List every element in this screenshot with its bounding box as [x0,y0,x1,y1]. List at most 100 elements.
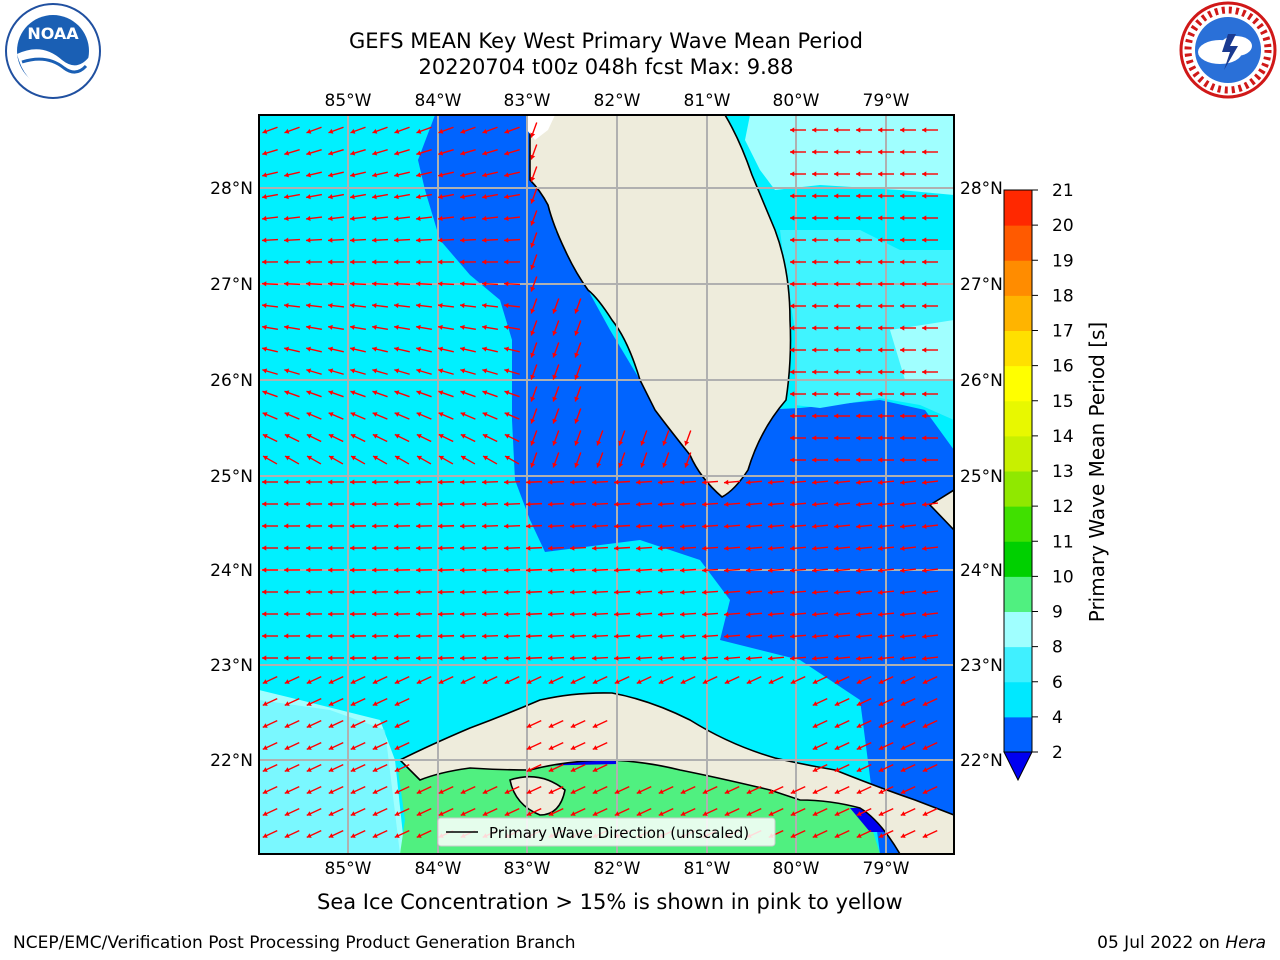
wave-arrow-head [482,324,487,330]
wave-arrow-head [372,655,377,661]
wave-arrow-head [328,172,333,178]
wave-arrow-head [372,789,378,794]
lon-tick-top: 80°W [773,91,820,111]
wave-arrow-head [306,633,311,639]
wave-arrow-head [834,171,839,177]
wave-arrow-head [284,479,289,485]
wave-arrow-head [790,679,796,684]
wave-arrow-head [636,501,641,507]
wave-arrow-head [570,723,576,728]
wave-arrow-head [900,701,906,706]
wave-arrow-head [636,567,641,573]
wave-arrow-head [350,633,355,639]
wave-arrow-head [900,767,906,772]
wave-arrow-head [834,413,839,419]
wave-arrow-head [530,154,536,160]
wave-arrow-head [394,567,399,573]
wave-arrow-head [284,767,290,772]
wave-arrow-head [856,391,861,397]
wave-arrow-head [856,745,862,750]
wave-arrow-head [878,127,883,133]
wave-arrow-head [262,723,268,728]
wave-arrow-head [284,523,289,529]
wave-arrow-head [526,589,531,595]
wave-arrow-head [768,545,773,551]
wave-arrow-head [812,833,818,838]
wave-arrow-head [574,418,580,424]
wave-arrow-head [790,413,795,419]
wave-arrow-head [328,767,334,772]
wave-arrow-head [856,347,861,353]
colorbar-segment [1004,716,1032,753]
wave-arrow-head [790,655,795,661]
wave-arrow-head [746,655,751,661]
wave-arrow-head [856,611,861,617]
wave-arrow-head [856,633,861,639]
wave-arrow-head [922,281,927,287]
wave-arrow-head [812,745,818,750]
wave-arrow-head [702,679,708,684]
map-body [259,115,954,854]
wave-arrow-head [552,330,558,336]
wave-arrow-head [328,611,333,617]
wave-arrow-head [372,811,378,816]
wave-arrow-head [812,655,817,661]
wave-arrow-head [526,811,532,816]
wave-arrow-head [746,811,752,816]
wave-arrow-head [574,352,580,358]
wave-arrow-head [570,545,575,551]
wave-arrow-head [900,501,905,507]
wave-arrow-head [504,324,509,330]
wave-arrow-head [922,303,927,309]
wave-arrow-head [878,479,883,485]
wave-arrow-head [790,325,795,331]
wave-arrow-head [900,523,905,529]
wave-arrow-head [306,589,311,595]
wave-arrow-head [790,215,795,221]
wave-arrow-head [812,457,817,463]
wave-arrow-head [922,171,927,177]
wave-arrow-head [416,833,422,838]
wave-arrow-head [460,545,465,551]
colorbar-segment [1004,681,1032,718]
wave-arrow-head [724,479,729,485]
wave-arrow-head [262,172,267,178]
wave-arrow-head [856,655,861,661]
wave-arrow-head [460,523,465,529]
wave-arrow-head [548,811,554,816]
wave-arrow-head [284,723,290,728]
wave-arrow-head [768,567,773,573]
wave-arrow-head [746,633,751,639]
wave-arrow-head [460,679,466,684]
wave-arrow-head [834,479,839,485]
wave-arrow-head [284,789,290,794]
wave-arrow-head [394,303,399,309]
wave-arrow-head [702,523,707,529]
wave-direction-arrows [261,122,939,839]
wave-arrow-head [416,172,421,178]
wave-arrow-head [636,611,641,617]
map-frame [258,114,955,855]
wave-arrow-head [394,545,399,551]
wave-arrow-head [856,457,861,463]
wave-arrow-head [350,324,355,330]
wave-arrow-head [482,589,487,595]
wave-arrow-head [746,523,751,529]
wave-arrow-head [526,545,531,551]
wave-arrow-head [768,811,774,816]
wave-arrow-head [900,745,906,750]
wave-arrow-head [460,589,465,595]
wave-arrow-head [372,589,377,595]
wave-arrow-head [878,259,883,265]
wave-arrow-head [878,171,883,177]
wave-arrow-head [438,128,444,134]
wave-arrow-head [460,501,465,507]
wave-arrow-head [856,679,862,684]
colorbar-tick-label: 15 [1052,392,1074,412]
wave-arrow-head [394,150,400,156]
wave-arrow-head [812,701,818,706]
wave-arrow-head [878,325,883,331]
colorbar-segment [1004,260,1032,296]
wave-arrow-head [724,655,729,661]
colorbar-segment [1004,611,1032,648]
